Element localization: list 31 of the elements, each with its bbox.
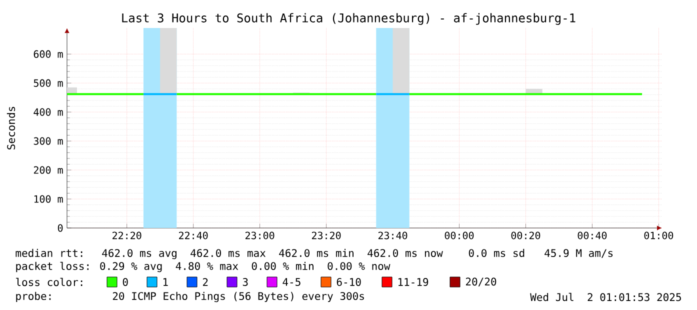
legend-label: 3 xyxy=(242,278,248,286)
x-tick-label: 22:40 xyxy=(179,232,208,240)
text: packet loss: 0.29 % avg 4.80 % max 0.00 % min 0.00 % now xyxy=(16,262,390,272)
x-tick-label: 22:20 xyxy=(112,232,142,240)
legend-title: loss color: xyxy=(16,278,82,286)
x-tick-label: 00:20 xyxy=(511,232,540,240)
text: median rtt: 462.0 ms avg 462.0 ms max 462.0 ms min 462.0 ms now 0.0 ms sd 45.9 M am/s xyxy=(16,248,613,260)
y-tick-label: 200 m xyxy=(34,166,63,174)
x-tick-label: 01:00 xyxy=(644,232,674,240)
y-tick-label: 100 m xyxy=(34,195,63,203)
legend-label: 11-19 xyxy=(398,278,428,286)
y-tick-label: 400 m xyxy=(34,108,63,116)
chart-title: Last 3 Hours to South Africa (Johannesburg) - af-johannesburg-1 xyxy=(122,13,576,25)
y-tick-label: 300 m xyxy=(34,137,63,145)
y-tick-label: 600 m xyxy=(34,50,63,58)
y-tick-label: 0 xyxy=(58,224,63,232)
x-tick-label: 00:00 xyxy=(444,232,474,240)
text: Wed Jul 2 01:01:53 2025 xyxy=(530,292,681,302)
y-axis-title: Seconds xyxy=(6,106,16,150)
legend-label: 4-5 xyxy=(282,278,300,286)
text: probe: 20 ICMP Echo Pings (56 Bytes) every 300s xyxy=(16,292,364,302)
legend-label: 6-10 xyxy=(336,278,361,286)
legend-label: 20/20 xyxy=(466,278,496,286)
x-tick-label: 23:00 xyxy=(246,232,274,240)
legend-label: 0 xyxy=(122,278,128,286)
x-tick-label: 23:20 xyxy=(312,232,341,240)
x-tick-label: 00:40 xyxy=(578,232,607,240)
legend-label: 1 xyxy=(163,278,168,286)
x-tick-label: 23:40 xyxy=(378,232,408,240)
legend-label: 2 xyxy=(202,278,208,286)
y-tick-label: 500 m xyxy=(34,79,63,87)
